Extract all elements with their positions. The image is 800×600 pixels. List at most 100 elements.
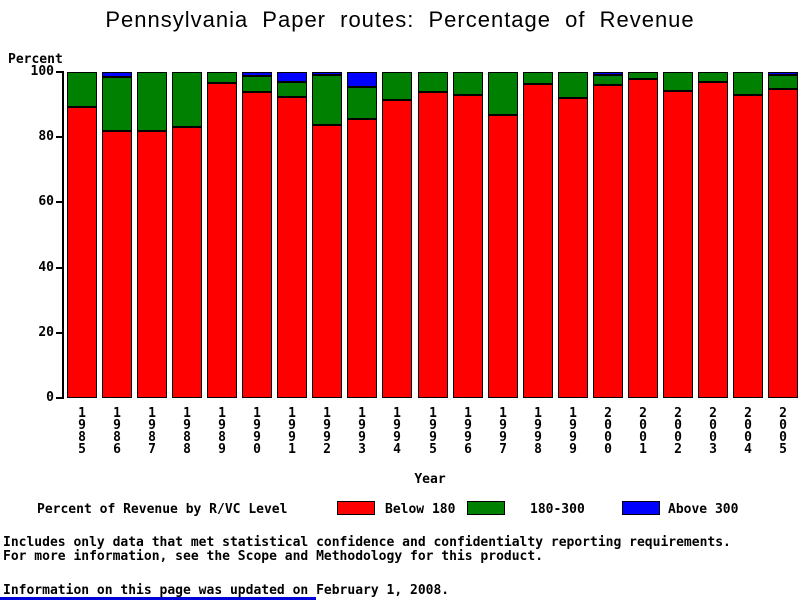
bar-1995 <box>418 72 448 398</box>
bar-2002 <box>663 72 693 398</box>
x-tick-label-1990: 1 9 9 0 <box>253 406 261 457</box>
y-tick-label-0: 0 <box>46 390 54 405</box>
x-tick-label-1999: 1 9 9 9 <box>569 406 577 457</box>
y-tick-mark-0 <box>56 397 62 399</box>
x-tick-label-1988: 1 9 8 8 <box>183 406 191 457</box>
x-tick-label-1992: 1 9 9 2 <box>323 406 331 457</box>
y-tick-mark-40 <box>56 267 62 269</box>
x-tick-label-1987: 1 9 8 7 <box>148 406 156 457</box>
bar-1993 <box>347 72 377 398</box>
bar-1991 <box>277 72 307 398</box>
bar-1990 <box>242 72 272 398</box>
x-tick-label-1997: 1 9 9 7 <box>499 406 507 457</box>
bar-2000 <box>593 72 623 398</box>
bar-1985 <box>67 72 97 398</box>
bar-segment-below-180 <box>347 118 377 398</box>
bar-segment-180-300 <box>67 72 97 107</box>
bar-segment-above-300 <box>277 72 307 83</box>
bar-segment-180-300 <box>347 87 377 119</box>
y-tick-mark-20 <box>56 332 62 334</box>
y-tick-mark-60 <box>56 201 62 203</box>
bottom-blue-rule <box>0 597 316 600</box>
bar-segment-180-300 <box>418 72 448 92</box>
bar-1986 <box>102 72 132 398</box>
bar-1989 <box>207 72 237 398</box>
x-tick-label-1993: 1 9 9 3 <box>358 406 366 457</box>
bar-segment-180-300 <box>593 75 623 86</box>
bar-segment-below-180 <box>663 91 693 398</box>
legend-swatch-below-180 <box>337 501 375 515</box>
bar-segment-180-300 <box>207 72 237 84</box>
footnote-line-2: For more information, see the Scope and … <box>3 549 544 564</box>
bar-segment-above-300 <box>312 72 342 75</box>
bar-2001 <box>628 72 658 398</box>
bar-segment-below-180 <box>172 127 202 398</box>
y-axis-label: Percent <box>8 52 63 67</box>
x-tick-label-1995: 1 9 9 5 <box>429 406 437 457</box>
legend-label-below-180: Below 180 <box>385 502 456 517</box>
bar-2003 <box>698 72 728 398</box>
bar-segment-180-300 <box>663 72 693 92</box>
y-tick-label-20: 20 <box>38 325 54 340</box>
bar-1994 <box>382 72 412 398</box>
y-tick-label-40: 40 <box>38 260 54 275</box>
bar-segment-above-300 <box>593 72 623 76</box>
bar-segment-180-300 <box>628 72 658 79</box>
x-tick-label-1986: 1 9 8 6 <box>113 406 121 457</box>
bar-segment-below-180 <box>207 83 237 398</box>
bar-segment-below-180 <box>593 85 623 398</box>
bar-segment-below-180 <box>277 96 307 398</box>
x-axis-title: Year <box>414 472 446 487</box>
bar-segment-above-300 <box>242 72 272 76</box>
bar-1997 <box>488 72 518 398</box>
x-tick-label-2002: 2 0 0 2 <box>674 406 682 457</box>
bar-segment-180-300 <box>277 82 307 97</box>
bar-segment-below-180 <box>558 98 588 398</box>
legend-label-above-300: Above 300 <box>668 502 739 517</box>
x-tick-label-2005: 2 0 0 5 <box>779 406 787 457</box>
x-tick-label-2003: 2 0 0 3 <box>709 406 717 457</box>
bar-segment-180-300 <box>102 76 132 131</box>
legend-title: Percent of Revenue by R/VC Level <box>37 502 288 517</box>
y-tick-mark-80 <box>56 136 62 138</box>
updated-note: Information on this page was updated on … <box>3 583 450 598</box>
y-tick-label-80: 80 <box>38 129 54 144</box>
x-tick-label-1996: 1 9 9 6 <box>464 406 472 457</box>
bar-segment-above-300 <box>768 72 798 75</box>
bar-2004 <box>733 72 763 398</box>
bar-2005 <box>768 72 798 398</box>
bar-1998 <box>523 72 553 398</box>
bar-segment-180-300 <box>768 74 798 89</box>
bar-segment-below-180 <box>102 130 132 398</box>
legend-label-180-300: 180-300 <box>530 502 585 517</box>
bar-segment-180-300 <box>453 72 483 96</box>
x-tick-label-2004: 2 0 0 4 <box>744 406 752 457</box>
bar-segment-180-300 <box>733 72 763 95</box>
bar-segment-below-180 <box>698 82 728 398</box>
bar-segment-180-300 <box>558 72 588 99</box>
bar-segment-below-180 <box>242 92 272 398</box>
bar-segment-below-180 <box>453 95 483 398</box>
bar-1987 <box>137 72 167 398</box>
legend-swatch-above-300 <box>622 501 660 515</box>
y-tick-label-100: 100 <box>30 64 54 79</box>
x-tick-label-2000: 2 0 0 0 <box>604 406 612 457</box>
x-tick-label-2001: 2 0 0 1 <box>639 406 647 457</box>
bar-segment-below-180 <box>137 130 167 398</box>
bar-segment-below-180 <box>733 94 763 398</box>
bar-1999 <box>558 72 588 398</box>
chart-title: Pennsylvania Paper routes: Percentage of… <box>105 7 695 32</box>
x-tick-label-1989: 1 9 8 9 <box>218 406 226 457</box>
bar-segment-below-180 <box>418 91 448 398</box>
bar-segment-180-300 <box>488 72 518 116</box>
bar-segment-below-180 <box>312 125 342 398</box>
bar-segment-180-300 <box>242 75 272 93</box>
x-tick-label-1991: 1 9 9 1 <box>288 406 296 457</box>
bar-segment-below-180 <box>488 115 518 398</box>
bar-1988 <box>172 72 202 398</box>
bar-segment-180-300 <box>382 72 412 101</box>
bar-segment-180-300 <box>137 72 167 131</box>
x-tick-label-1985: 1 9 8 5 <box>78 406 86 457</box>
bar-segment-below-180 <box>523 84 553 398</box>
